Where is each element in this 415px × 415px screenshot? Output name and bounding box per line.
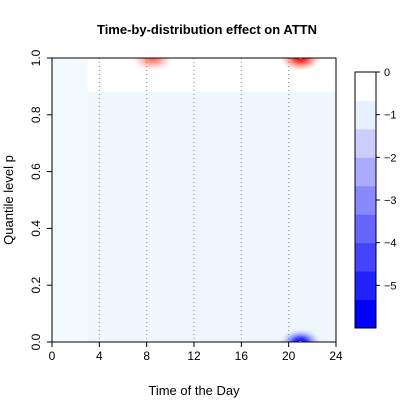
colorbar-band (355, 72, 376, 101)
colorbar-tick-label: −3 (384, 195, 397, 207)
colorbar-tick-label: −4 (384, 238, 397, 250)
colorbar-tick-label: −5 (384, 280, 397, 292)
colorbar-band (355, 299, 376, 329)
y-tick-label: 0.6 (29, 163, 43, 180)
axes: 0 4 8 12 16 20 24 0.0 0.2 0.4 0.6 0.8 1.0 (29, 49, 343, 363)
heatmap-hotspot-positive (278, 58, 323, 72)
colorbar-band (355, 242, 376, 272)
x-axis-label: Time of the Day (148, 383, 240, 398)
colorbar-band (355, 185, 376, 215)
x-tick-label: 8 (143, 349, 150, 363)
x-tick-label: 12 (187, 349, 201, 363)
y-tick-label: 0.2 (29, 277, 43, 294)
colorbar-band (355, 214, 376, 244)
heatmap-hotspot-negative (278, 328, 323, 342)
colorbar-band (355, 157, 376, 187)
colorbar-tick-label: −2 (384, 152, 397, 164)
colorbar-band (355, 100, 376, 130)
y-tick-label: 0.0 (29, 333, 43, 350)
x-tick-label: 20 (282, 349, 296, 363)
y-tick-label: 1.0 (29, 49, 43, 66)
y-tick-label: 0.8 (29, 106, 43, 123)
plot-area (52, 58, 336, 342)
x-tick-label: 4 (96, 349, 103, 363)
x-tick-label: 16 (235, 349, 249, 363)
colorbar-tick-label: 0 (384, 67, 390, 79)
y-tick-label: 0.4 (29, 220, 43, 237)
heatmap-region-0 (52, 58, 88, 342)
x-tick-label: 24 (329, 349, 343, 363)
y-axis-label: Quantile level p (1, 155, 16, 245)
chart-title: Time-by-distribution effect on ATTN (97, 22, 317, 37)
colorbar-tick-label: −1 (384, 110, 397, 122)
colorbar-band (355, 271, 376, 301)
heatmap-hotspot-positive (130, 58, 175, 72)
colorbar: 0 −1 −2 −3 −4 −5 (354, 67, 397, 329)
colorbar-band (355, 128, 376, 158)
heatmap-background (52, 58, 336, 342)
x-tick-label: 0 (49, 349, 56, 363)
